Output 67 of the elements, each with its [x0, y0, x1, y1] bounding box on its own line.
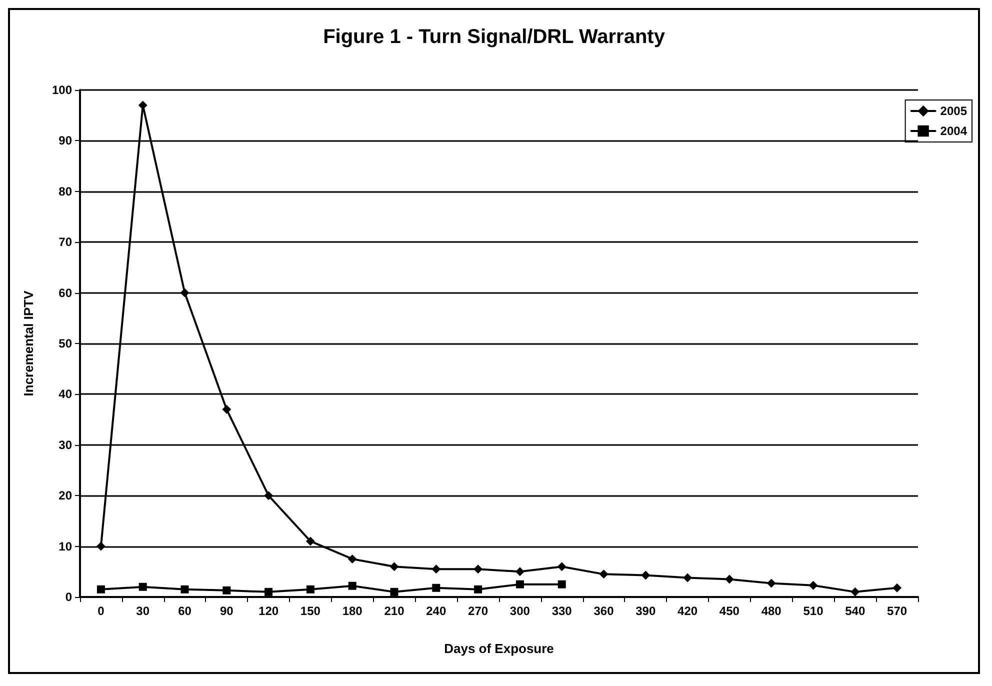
x-tick-label: 510	[803, 604, 824, 618]
point	[264, 588, 273, 596]
legend-label: 2005	[940, 104, 968, 118]
point	[599, 570, 608, 579]
x-tick-label: 360	[594, 604, 614, 618]
x-tick-label: 390	[636, 604, 656, 618]
point	[222, 586, 231, 594]
point	[96, 542, 106, 551]
x-tick-label: 60	[178, 604, 192, 618]
point	[558, 580, 566, 588]
x-tick-label: 180	[342, 604, 363, 618]
point	[390, 562, 399, 572]
point	[641, 570, 650, 580]
point	[766, 578, 776, 588]
x-tick-label: 330	[552, 604, 572, 618]
point	[724, 574, 734, 584]
chart-title: Figure 1 - Turn Signal/DRL Warranty	[323, 26, 666, 48]
x-tick-label: 90	[220, 604, 234, 618]
y-tick-label: 80	[58, 184, 72, 198]
y-tick-label: 100	[52, 83, 72, 97]
y-tick-label: 40	[58, 387, 72, 402]
point	[515, 567, 524, 576]
point	[96, 585, 105, 594]
point	[850, 587, 860, 596]
x-tick-label: 210	[384, 604, 405, 618]
y-tick-label: 10	[58, 539, 72, 554]
point	[808, 580, 818, 590]
x-tick-label: 540	[845, 604, 866, 618]
x-tick-label: 450	[719, 604, 740, 618]
y-tick-label: 90	[58, 134, 72, 148]
y-axis-title: Incremental IPTV	[21, 290, 36, 396]
point	[348, 554, 357, 564]
point	[264, 491, 274, 500]
x-tick-label: 570	[887, 604, 908, 618]
x-tick-label: 150	[300, 604, 321, 618]
point	[474, 564, 483, 574]
point	[432, 564, 441, 574]
x-tick-label: 420	[678, 604, 698, 618]
x-tick-label: 240	[426, 604, 446, 618]
point	[892, 583, 902, 592]
x-axis-title: Days of Exposure	[444, 641, 554, 656]
y-tick-label: 70	[58, 235, 72, 250]
point	[432, 584, 440, 592]
point	[138, 582, 147, 591]
point	[222, 404, 232, 414]
x-tick-label: 30	[136, 604, 150, 618]
point	[180, 288, 190, 298]
point	[557, 562, 566, 572]
x-tick-label: 270	[468, 604, 488, 618]
y-tick-label: 60	[58, 286, 72, 300]
point	[306, 536, 315, 546]
x-tick-label: 480	[761, 604, 782, 618]
y-tick-label: 20	[58, 488, 72, 503]
point	[474, 585, 482, 594]
y-tick-label: 30	[58, 438, 72, 452]
y-tick-label: 0	[65, 590, 72, 604]
point	[516, 580, 524, 588]
point	[306, 585, 314, 594]
point	[683, 573, 692, 582]
point	[390, 588, 398, 596]
x-tick-label: 300	[510, 604, 530, 618]
x-tick-label: 0	[98, 604, 105, 618]
y-tick-label: 50	[58, 336, 72, 350]
point	[348, 582, 356, 590]
x-tick-label: 120	[258, 604, 279, 618]
legend-label: 2004	[940, 124, 968, 138]
point	[180, 585, 189, 594]
